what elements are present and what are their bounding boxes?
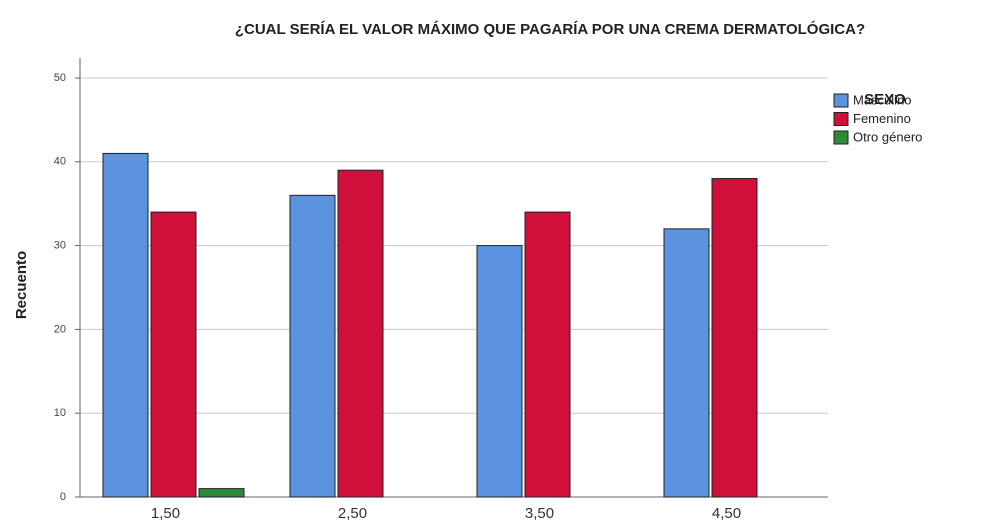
y-tick-label: 10 (54, 407, 66, 419)
legend-label: Otro género (853, 129, 922, 144)
legend-swatch (833, 93, 849, 108)
bar (198, 488, 245, 498)
y-tick-label: 20 (54, 323, 66, 335)
bar (289, 194, 336, 498)
bar (150, 211, 197, 498)
bar (476, 245, 523, 498)
y-tick-label: 40 (54, 156, 66, 168)
y-axis-label: Recuento (13, 251, 30, 319)
bar (711, 178, 758, 498)
bar (102, 152, 149, 498)
x-tick-label: 1,50 (151, 505, 180, 522)
legend-swatch (833, 112, 849, 126)
x-tick-label: 3,50 (525, 505, 554, 522)
bar (337, 169, 384, 498)
x-tick-label: 4,50 (712, 505, 741, 522)
bar (663, 228, 710, 498)
bar (524, 211, 571, 498)
x-tick-label: 2,50 (338, 505, 367, 522)
chart-title: ¿CUAL SERÍA EL VALOR MÁXIMO QUE PAGARÍA … (235, 20, 865, 38)
legend-title: SEXO (864, 91, 906, 108)
legend-label: Masculino (853, 92, 912, 107)
legend-label: Femenino (853, 111, 911, 126)
legend-swatch (833, 130, 849, 145)
y-tick-label: 0 (60, 491, 66, 503)
y-tick-label: 30 (54, 240, 66, 252)
y-tick-label: 50 (54, 72, 66, 84)
